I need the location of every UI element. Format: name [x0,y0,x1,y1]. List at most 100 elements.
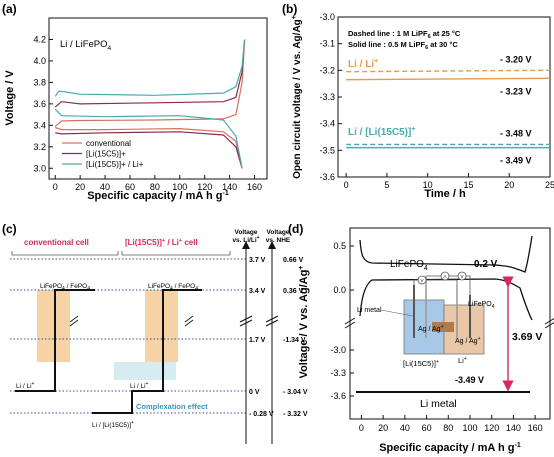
a-ytick-label: 3.2 [33,142,46,152]
d-ytick-label: -3.0 [330,345,346,355]
a-xtick-label: 160 [247,182,262,192]
d-ytick-label: 0.0 [333,285,346,295]
lfp-charge-curve [359,235,533,273]
b-series-line [346,77,551,81]
panel-d-chart: Specific capacity / mA h g-1 Voltage / V… [298,227,554,454]
b-xtick-label: 10 [423,180,433,190]
d-xtick-label: 60 [422,423,432,433]
b-value-label: - 3.23 V [500,86,532,96]
d-ytick-label: -3.3 [330,368,346,378]
a-series-charge [54,39,246,127]
b-ytick-label: -3.1 [319,39,335,49]
li-voltage-annotation: -3.49 V [455,375,484,385]
li-label-right: Li / Li+ [130,381,149,390]
d-xtick-label: 100 [462,423,477,433]
a-series-discharge [55,126,243,169]
axis-nhe-title2: vs. NHE [266,237,291,244]
b-xtick-label: 0 [344,180,349,190]
a-xtick-label: 0 [53,182,58,192]
c-level-li: 3.7 V [249,257,266,264]
a-series-charge [54,39,246,108]
a-ytick-label: 4.0 [33,56,46,66]
d-xtick-label: 0 [359,423,364,433]
a-ytick-label: 3.8 [33,77,46,87]
axis-break-right-curve [184,315,194,327]
a-series-charge [54,39,246,97]
axis-break-nhe [265,315,279,327]
b-ytick-label: -3.4 [319,119,335,129]
a-xtick-label: 20 [75,182,85,192]
d-xtick-label: 120 [484,423,499,433]
voltmeter-right-icon [457,271,467,281]
lfp-inset-label: LiFePO4 [468,301,495,310]
c-level-li: 0 V [249,389,260,396]
b-xtick-label: 15 [463,180,473,190]
b-ytick-label: -3.0 [319,12,335,22]
li-ion-inset-label: Li+ [458,356,467,365]
axis-break-li [239,315,253,327]
bracket-conventional [11,251,119,256]
complexation-label: Complexation effect [136,402,208,411]
wire-left [413,279,458,285]
cell-schematic: V A V Li metal Ag / Ag+ Ag / Ag+ LiFePO4… [357,271,495,368]
d-xtick-label: 20 [378,423,388,433]
panel-b-label: (b) [282,2,297,16]
c-level-li: - 0.28 V [249,411,274,418]
legend-conventional: conventional cell [24,238,89,247]
lfp-band-left [37,290,70,362]
b-series-line [346,69,551,73]
panel-b-note-solid: Solid line : 0.5 M LiPF6 at 30 °C [348,40,458,51]
panel-a-frame [48,17,268,180]
li-label-left: Li / Li+ [16,381,35,390]
a-ytick-label: 4.2 [33,34,46,44]
panel-d-label: (d) [288,222,303,236]
panel-a-label: (a) [2,2,17,16]
b-xtick-label: 20 [504,180,514,190]
lfp-label-right: LiFePO4 / FePO4 [148,283,198,292]
axis-nhe-title1: Voltage [267,229,290,236]
ag-right-label: Ag / Ag+ [455,336,481,345]
conventional-profile [15,289,95,392]
li-metal-label: Li metal [357,307,382,314]
lfp-annotation: LiFePO4 [390,259,428,272]
c-level-li: 1.7 V [249,337,266,344]
b-ytick-label: -3.3 [319,92,335,102]
a-ytick-label: 3.4 [33,120,46,130]
c-level-nhe: - 3.04 V [283,389,308,396]
gap-annotation: 3.69 V [512,331,542,343]
panel-a-chart: Li / LiFePO4 Specific capacity / mA h g-… [4,17,268,202]
a-series-discharge [55,131,243,169]
d-ytick-label: 0.5 [333,241,346,251]
panel-b-ylabel: Open circuit voltage / V vs. Ag/Ag+ [291,15,303,179]
a-xtick-label: 100 [172,182,187,192]
c-level-li: 3.4 V [249,288,266,295]
c-level-nhe: - 3.32 V [283,411,308,418]
voltmeter-left-symbol: V [420,278,423,283]
panel-d-xlabel: Specific capacity / mA h g-1 [379,442,521,454]
legend-crown: [Li(15C5)]+ / Li+ cell [125,238,198,247]
a-xtick-label: 40 [100,182,110,192]
bracket-crown [121,251,231,256]
crown-couple-label: Li / [Li(15C5)]+ [92,420,134,429]
b-ytick-label: -3.6 [319,172,335,182]
li-metal-leader [380,309,414,317]
panel-d-frame [349,227,551,420]
panel-a-title: Li / LiFePO4 [60,39,112,52]
ammeter-icon [440,271,450,281]
a-xtick-label: 120 [197,182,212,192]
panel-d-ylabel: Voltage / V vs. Ag/Ag+ [298,266,310,379]
panel-b-series-crown: Li / [Li(15C5)]+ [348,126,415,138]
b-value-label: - 3.49 V [500,156,532,166]
panel-a-ylabel: Voltage / V [4,70,16,126]
a-legend-label: [Li(15C5)]+ [86,150,126,159]
a-xtick-label: 140 [222,182,237,192]
d-xtick-label: 80 [443,423,453,433]
b-ytick-label: -3.2 [319,65,335,75]
b-value-label: - 3.48 V [500,128,532,138]
axis-break-left-curve [69,315,79,327]
complexation-band [114,362,176,380]
a-xtick-label: 80 [150,182,160,192]
d-xtick-label: 40 [400,423,410,433]
panel-a-xlabel: Specific capacity / mA h g-1 [87,190,229,202]
